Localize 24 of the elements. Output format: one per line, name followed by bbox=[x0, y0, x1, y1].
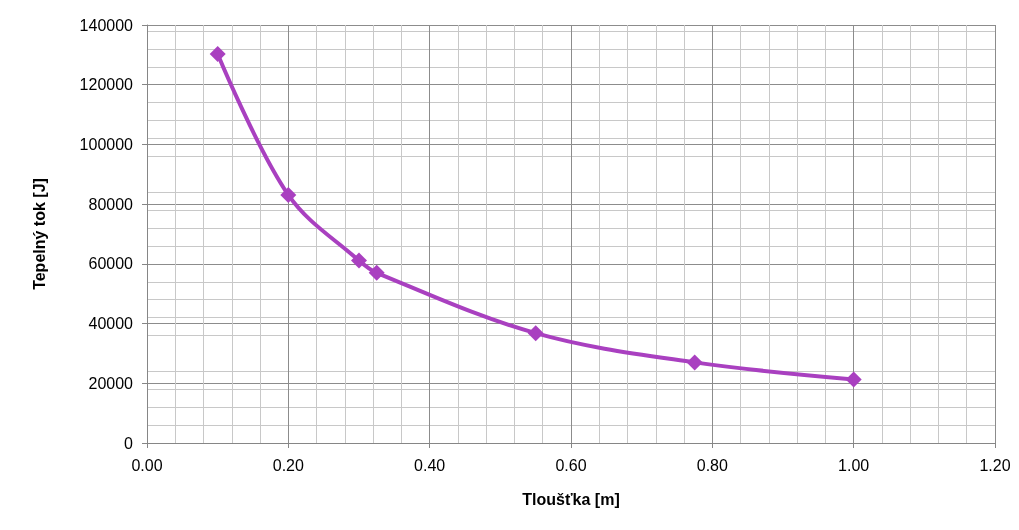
y-tick-label: 40000 bbox=[88, 315, 134, 333]
x-tick-label: 0.60 bbox=[555, 456, 587, 474]
y-tick-label: 140000 bbox=[79, 16, 134, 34]
y-axis-title: Tepelný tok [J] bbox=[30, 178, 48, 290]
point bbox=[351, 252, 367, 269]
x-tick-label: 0.20 bbox=[272, 456, 305, 474]
y-tick-label: 100000 bbox=[79, 135, 134, 153]
y-tick-label: 80000 bbox=[88, 195, 134, 213]
point bbox=[280, 186, 297, 203]
y-tick-label: 0 bbox=[124, 434, 134, 452]
y-tick-label: 60000 bbox=[88, 255, 134, 273]
x-tick-label: 1.00 bbox=[838, 456, 870, 474]
x-tick-label: 0.40 bbox=[414, 456, 446, 474]
point bbox=[686, 354, 703, 371]
y-tick-label: 120000 bbox=[79, 76, 134, 94]
point bbox=[527, 325, 544, 342]
x-tick-label: 0.00 bbox=[131, 456, 163, 474]
x-axis-title: Tloušťka [m] bbox=[522, 490, 620, 508]
point bbox=[209, 45, 226, 62]
point bbox=[845, 371, 862, 388]
y-tick-label: 20000 bbox=[88, 374, 134, 392]
x-tick-label: 0.80 bbox=[696, 456, 729, 474]
point bbox=[368, 264, 385, 281]
x-tick-label: 1.20 bbox=[979, 456, 1011, 474]
